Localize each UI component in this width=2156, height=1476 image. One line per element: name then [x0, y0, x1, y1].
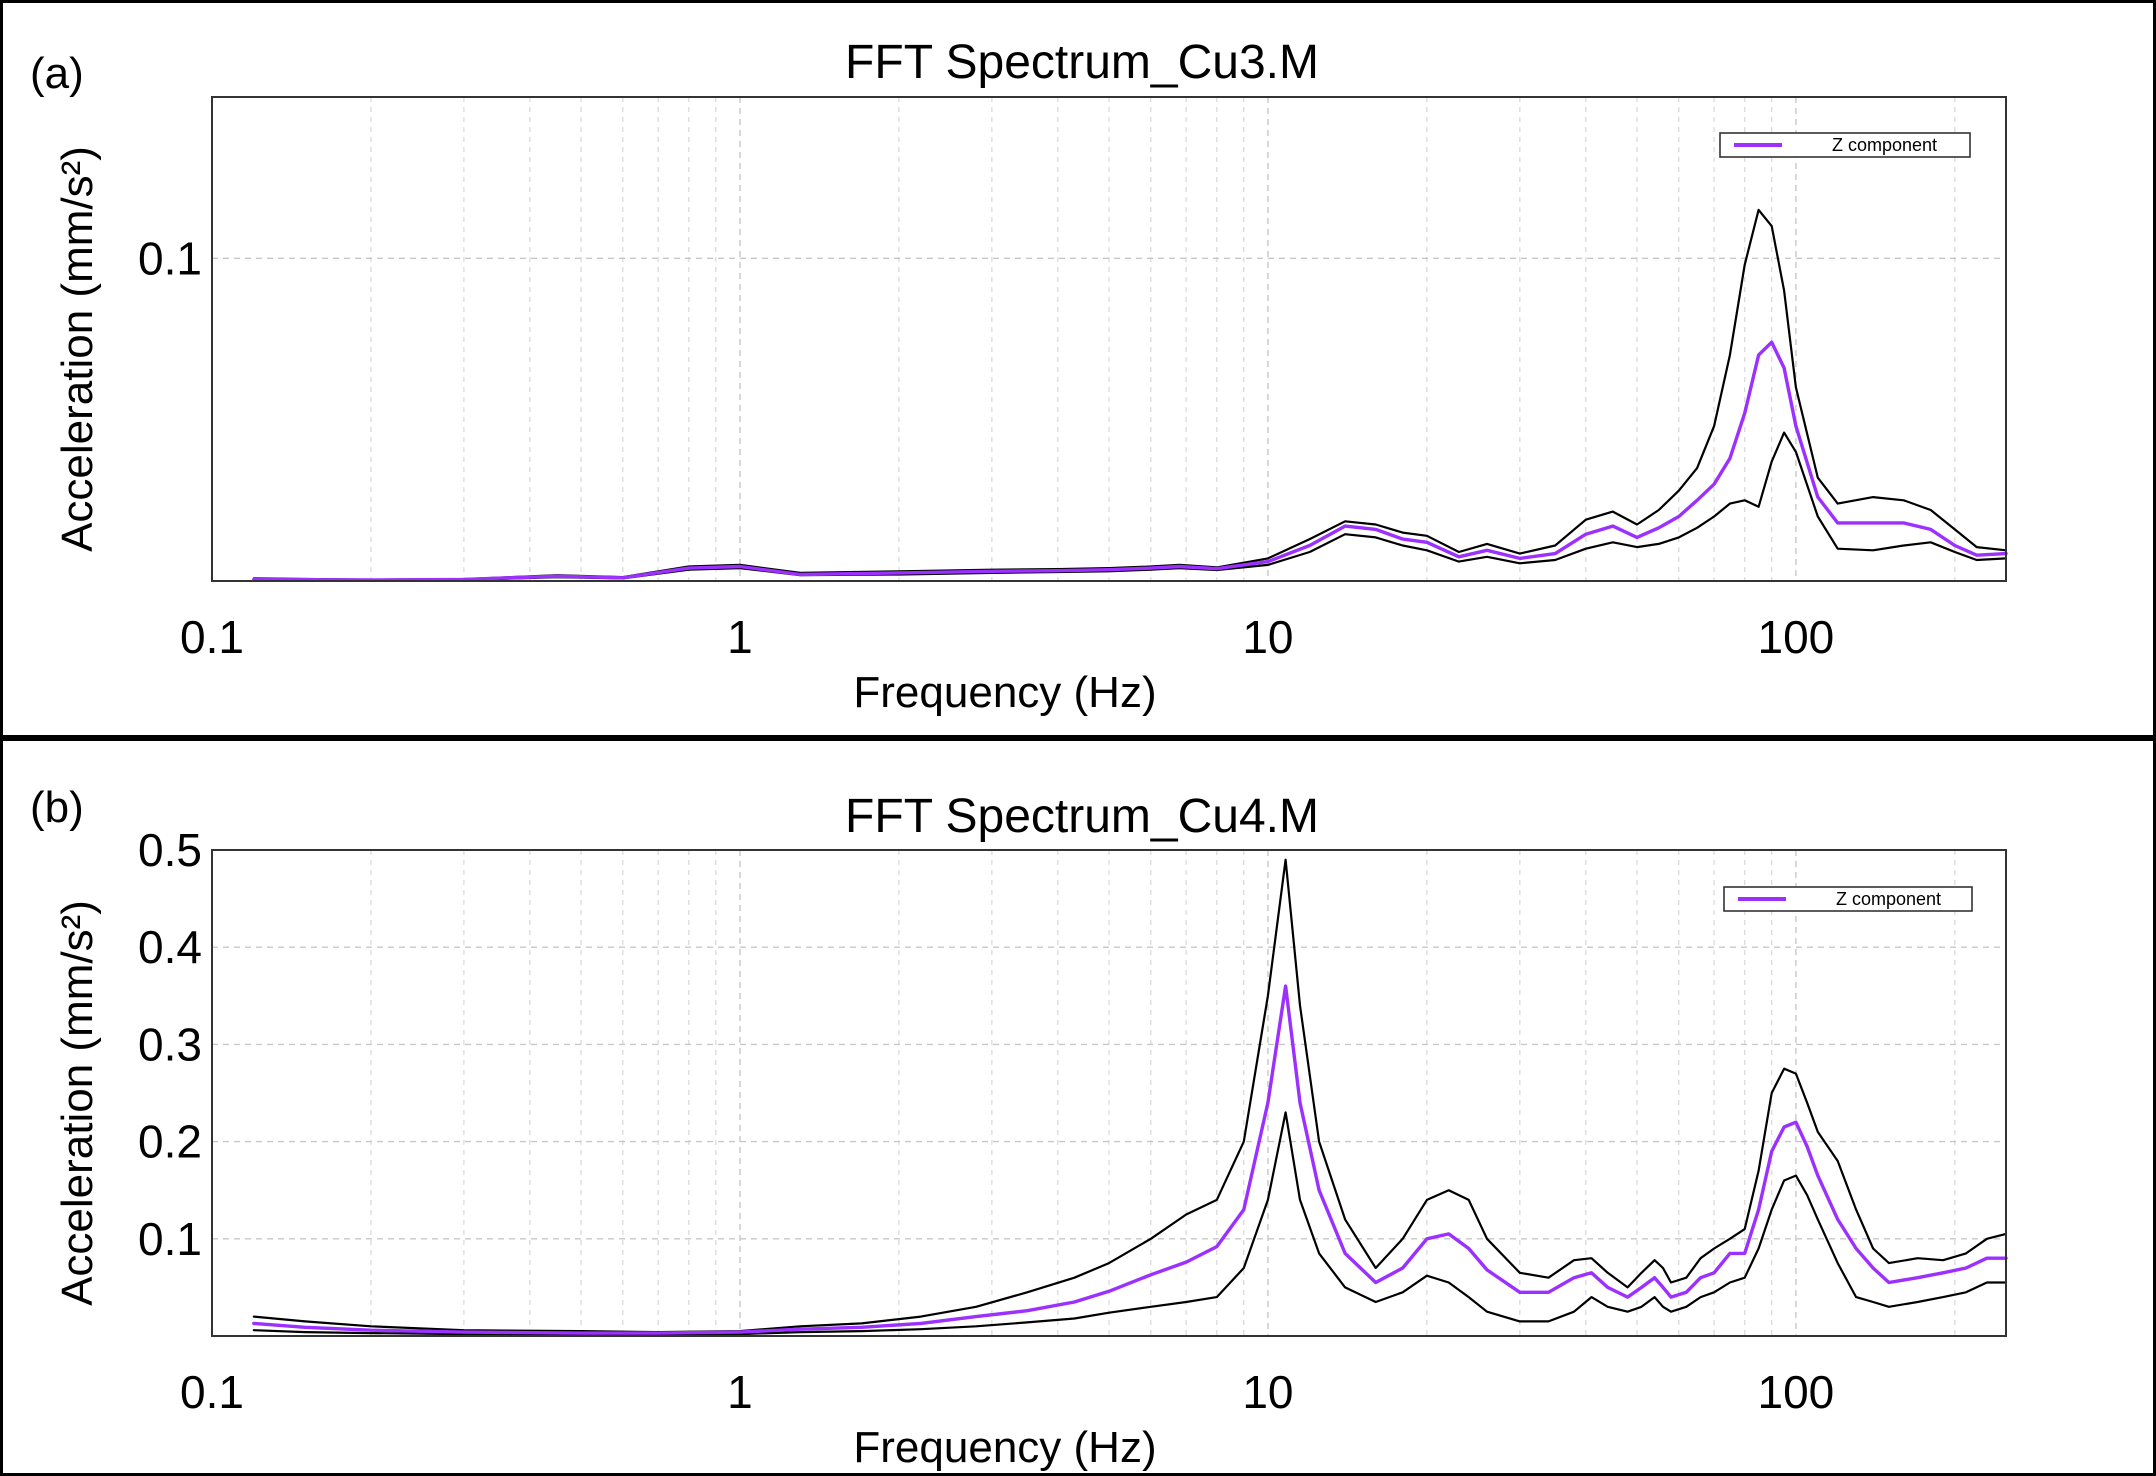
y-axis-label: Acceleration (mm/s²)	[53, 146, 102, 552]
x-tick-label: 100	[1758, 611, 1835, 663]
panel-label: (b)	[30, 783, 84, 832]
chart-title: FFT Spectrum_Cu4.M	[845, 790, 1319, 843]
panel-border	[0, 0, 2156, 738]
panel-b: 0.1 1 10 100 0.1 0.2 0.3 0.4 0.5 FFT Spectrum_Cu4…	[0, 738, 2156, 1476]
series-group	[252, 858, 2008, 1337]
plot-frame	[211, 96, 2007, 582]
legend-label: Z component	[1836, 889, 1941, 909]
grid	[212, 97, 2006, 581]
x-tick-label: 1	[727, 611, 753, 663]
y-axis-label: Acceleration (mm/s²)	[53, 900, 102, 1306]
x-tick-label: 1	[727, 1366, 753, 1418]
y-tick-label: 0.1	[138, 232, 202, 284]
x-axis-label: Frequency (Hz)	[853, 1423, 1156, 1472]
x-tick-label: 10	[1242, 611, 1293, 663]
panel-a: 0.1 1 10 100 0.1 FFT Spectrum_Cu3.M (a) Frequen…	[0, 0, 2156, 738]
y-tick-label: 0.2	[138, 1116, 202, 1168]
y-tick-label: 0.3	[138, 1018, 202, 1070]
panel-label: (a)	[30, 49, 84, 98]
y-tick-label: 0.5	[138, 824, 202, 876]
x-tick-label: 100	[1758, 1366, 1835, 1418]
series-line-mean	[252, 984, 2008, 1335]
series-line-lower	[252, 1111, 2008, 1337]
panel-border	[0, 738, 2156, 1476]
legend-label: Z component	[1832, 135, 1937, 155]
chart-title: FFT Spectrum_Cu3.M	[845, 36, 1319, 89]
y-tick-label: 0.4	[138, 921, 202, 973]
series-line-upper	[252, 858, 2008, 1334]
x-tick-label: 10	[1242, 1366, 1293, 1418]
plot-frame	[211, 849, 2007, 1337]
legend: Z component	[1719, 132, 1971, 158]
legend: Z component	[1723, 886, 1973, 912]
series-group	[252, 208, 2008, 582]
y-tick-label: 0.1	[138, 1213, 202, 1265]
grid	[212, 850, 2006, 1336]
x-tick-label: 0.1	[180, 611, 244, 663]
x-tick-label: 0.1	[180, 1366, 244, 1418]
series-line-mean	[252, 340, 2008, 582]
x-axis-label: Frequency (Hz)	[853, 668, 1156, 717]
